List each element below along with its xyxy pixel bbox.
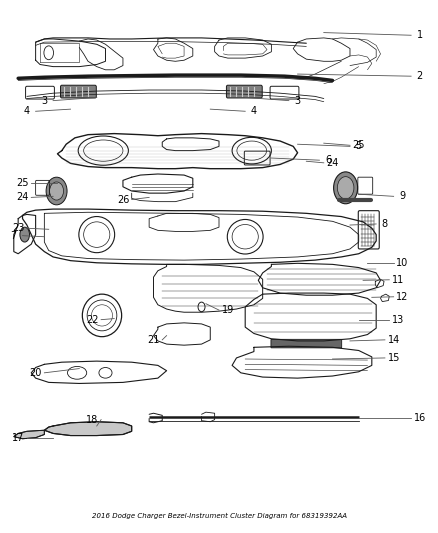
Text: 21: 21	[147, 335, 160, 345]
Text: 9: 9	[399, 191, 406, 201]
Polygon shape	[44, 422, 132, 435]
FancyBboxPatch shape	[226, 85, 262, 98]
Ellipse shape	[337, 176, 354, 199]
Text: 7: 7	[11, 231, 17, 241]
Text: 2016 Dodge Charger Bezel-Instrument Cluster Diagram for 68319392AA: 2016 Dodge Charger Bezel-Instrument Clus…	[92, 513, 346, 520]
Text: 1: 1	[417, 30, 423, 41]
Ellipse shape	[46, 177, 67, 205]
Text: 14: 14	[388, 335, 400, 345]
FancyBboxPatch shape	[60, 85, 96, 98]
Text: 23: 23	[12, 223, 25, 233]
Text: 10: 10	[396, 259, 409, 268]
Text: 5: 5	[356, 141, 362, 151]
Text: 25: 25	[16, 177, 29, 188]
Text: 18: 18	[86, 415, 99, 425]
Text: 22: 22	[86, 314, 99, 325]
Text: 24: 24	[16, 192, 29, 203]
Text: 25: 25	[353, 140, 365, 150]
Text: 11: 11	[392, 275, 404, 285]
Text: 24: 24	[326, 158, 339, 168]
Text: 4: 4	[24, 106, 30, 116]
Text: 13: 13	[392, 314, 404, 325]
FancyBboxPatch shape	[271, 340, 342, 348]
Text: 15: 15	[388, 353, 400, 363]
Text: 4: 4	[251, 106, 257, 116]
Text: 12: 12	[396, 292, 409, 302]
Text: 3: 3	[41, 95, 47, 106]
Text: 6: 6	[325, 155, 331, 165]
Text: 8: 8	[382, 219, 388, 229]
Text: 3: 3	[294, 95, 300, 106]
Polygon shape	[14, 430, 44, 439]
Ellipse shape	[334, 172, 357, 204]
Ellipse shape	[49, 182, 64, 200]
Text: 19: 19	[222, 305, 234, 315]
Text: 2: 2	[417, 71, 423, 81]
Ellipse shape	[20, 227, 29, 242]
Text: 16: 16	[414, 413, 426, 423]
Text: 17: 17	[12, 433, 25, 443]
Text: 26: 26	[117, 195, 129, 205]
Text: 20: 20	[29, 368, 42, 378]
